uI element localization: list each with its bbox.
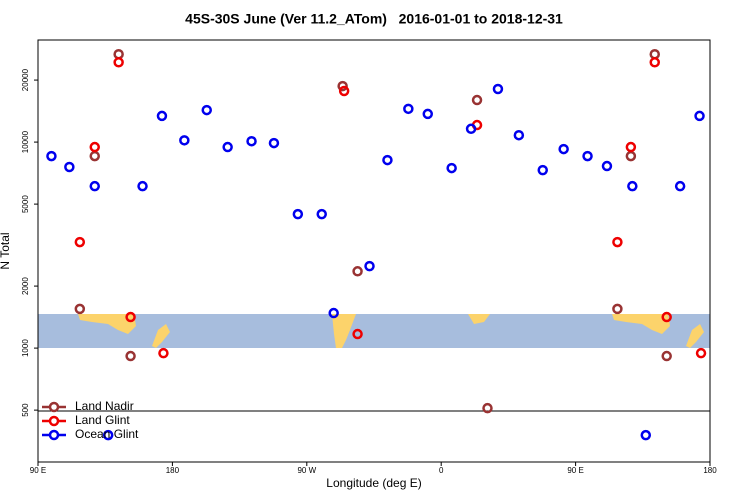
point	[268, 137, 280, 149]
x-tick-label: 90 W	[297, 466, 316, 475]
point	[102, 429, 114, 441]
legend-label: Ocean Glint	[75, 427, 139, 441]
map-band	[38, 314, 710, 348]
x-tick-label: 0	[439, 466, 444, 475]
point	[694, 110, 705, 122]
x-tick-label: 90 E	[30, 466, 46, 475]
point	[695, 347, 707, 359]
point	[74, 236, 86, 248]
point	[537, 164, 548, 176]
point	[649, 57, 660, 68]
x-tick-label: 90 E	[567, 466, 583, 475]
point	[246, 135, 257, 147]
point	[222, 141, 233, 153]
point	[465, 123, 477, 135]
point	[612, 236, 623, 248]
point	[582, 150, 593, 162]
chart-title: 45S-30S June (Ver 11.2_ATom) 2016-01-01 …	[185, 11, 563, 27]
y-tick-label: 5000	[21, 195, 30, 213]
x-axis-label: Longitude (deg E)	[326, 476, 421, 490]
point	[471, 94, 483, 106]
point	[382, 154, 393, 166]
point	[482, 402, 493, 414]
point	[674, 180, 686, 192]
y-axis-label: N Total	[0, 232, 12, 269]
point	[403, 103, 414, 115]
y-tick-label: 10000	[21, 130, 30, 153]
point	[316, 208, 327, 220]
point	[492, 83, 504, 95]
legend-marker	[48, 429, 60, 441]
legend-marker	[48, 401, 60, 413]
point	[125, 350, 136, 362]
point	[364, 260, 375, 272]
legend-label: Land Glint	[75, 413, 130, 427]
point	[446, 162, 457, 174]
point	[627, 180, 638, 192]
point	[46, 150, 57, 162]
point	[158, 347, 169, 359]
point	[625, 141, 637, 153]
x-tick-label: 180	[166, 466, 180, 475]
y-tick-label: 1000	[21, 339, 30, 357]
point	[513, 129, 525, 141]
point	[74, 303, 86, 315]
point	[328, 307, 339, 319]
point	[352, 266, 363, 277]
point	[292, 208, 304, 220]
point	[201, 104, 212, 116]
point	[89, 180, 100, 192]
point	[422, 108, 434, 120]
point	[352, 328, 363, 340]
point	[661, 350, 672, 362]
point	[113, 57, 124, 68]
plot-frame	[37, 39, 711, 463]
point	[640, 429, 652, 441]
point	[156, 110, 168, 122]
point	[64, 161, 75, 173]
legend-marker	[48, 415, 60, 427]
point	[558, 143, 569, 155]
y-tick-label: 2000	[21, 277, 30, 295]
land-shapes	[78, 314, 704, 348]
point	[612, 303, 623, 315]
point	[601, 160, 613, 172]
point	[89, 141, 100, 153]
point	[661, 311, 672, 323]
point	[125, 311, 136, 323]
legend-label: Land Nadir	[75, 399, 134, 413]
point	[338, 85, 350, 97]
point	[137, 180, 148, 192]
y-tick-label: 500	[21, 403, 30, 417]
y-tick-label: 20000	[21, 68, 30, 91]
x-tick-label: 180	[703, 466, 717, 475]
point	[337, 80, 348, 92]
point	[179, 135, 190, 146]
